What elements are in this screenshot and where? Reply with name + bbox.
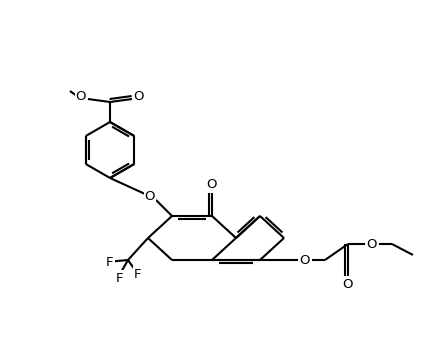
- Text: F: F: [134, 268, 142, 281]
- Text: O: O: [343, 278, 353, 291]
- Text: O: O: [145, 190, 155, 203]
- Text: O: O: [207, 178, 217, 191]
- Text: O: O: [134, 89, 144, 102]
- Text: F: F: [116, 271, 124, 284]
- Text: O: O: [76, 89, 86, 102]
- Text: O: O: [300, 253, 310, 266]
- Text: F: F: [106, 256, 114, 269]
- Text: O: O: [367, 238, 377, 251]
